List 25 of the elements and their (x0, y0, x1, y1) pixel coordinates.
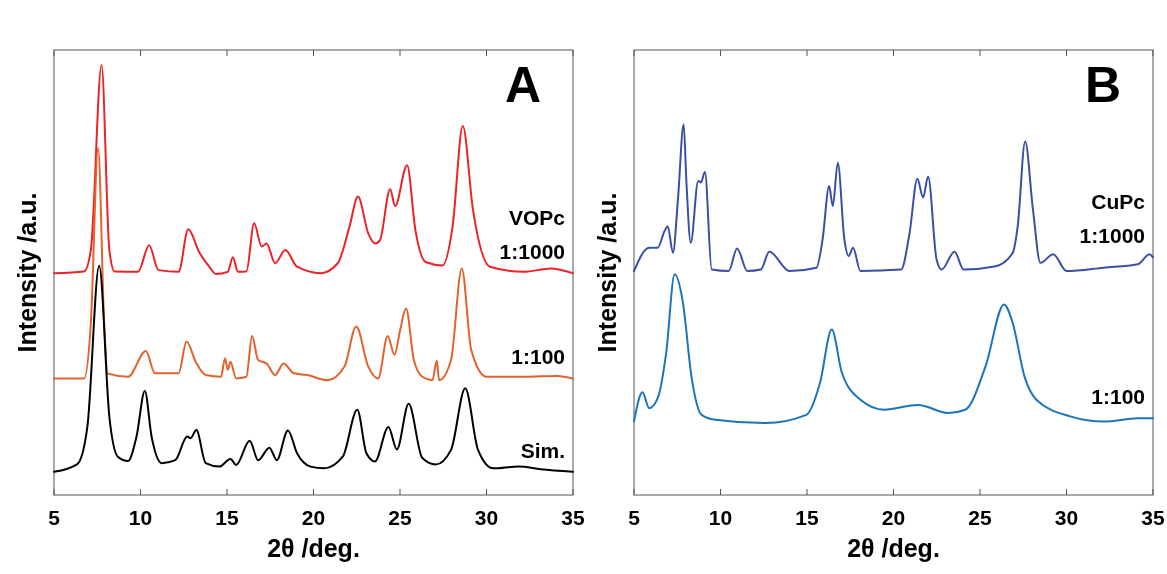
x-tick-label: 30 (1054, 506, 1079, 529)
chart-title: B (1084, 57, 1121, 113)
x-tick-label: 10 (128, 506, 153, 529)
chart-title: A (504, 57, 541, 113)
x-tick-label: 20 (301, 506, 326, 529)
x-tick-label: 20 (881, 506, 906, 529)
x-tick-label: 35 (1141, 506, 1165, 529)
y-axis-title: Intensity /a.u. (593, 192, 621, 353)
x-tick-label: 30 (474, 506, 499, 529)
x-tick-label: 10 (708, 506, 733, 529)
x-tick-label: 15 (215, 506, 239, 529)
series-label: VOPc 1:1000 (499, 206, 566, 264)
series-label: CuPc 1:1000 (1079, 190, 1146, 248)
x-tick-label: 25 (388, 506, 412, 529)
x-tick-label: 15 (795, 506, 819, 529)
x-tick-label: 35 (561, 506, 585, 529)
x-tick-label: 25 (968, 506, 992, 529)
x-tick-label: 5 (628, 506, 641, 529)
x-axis-title: 2θ /deg. (267, 534, 360, 562)
y-axis-title: Intensity /a.u. (13, 192, 41, 353)
series-label: 1:100 (511, 345, 565, 369)
series-label: 1:100 (1091, 385, 1145, 409)
x-axis-title: 2θ /deg. (847, 534, 940, 562)
x-tick-label: 5 (48, 506, 61, 529)
series-label: Sim. (520, 438, 565, 462)
